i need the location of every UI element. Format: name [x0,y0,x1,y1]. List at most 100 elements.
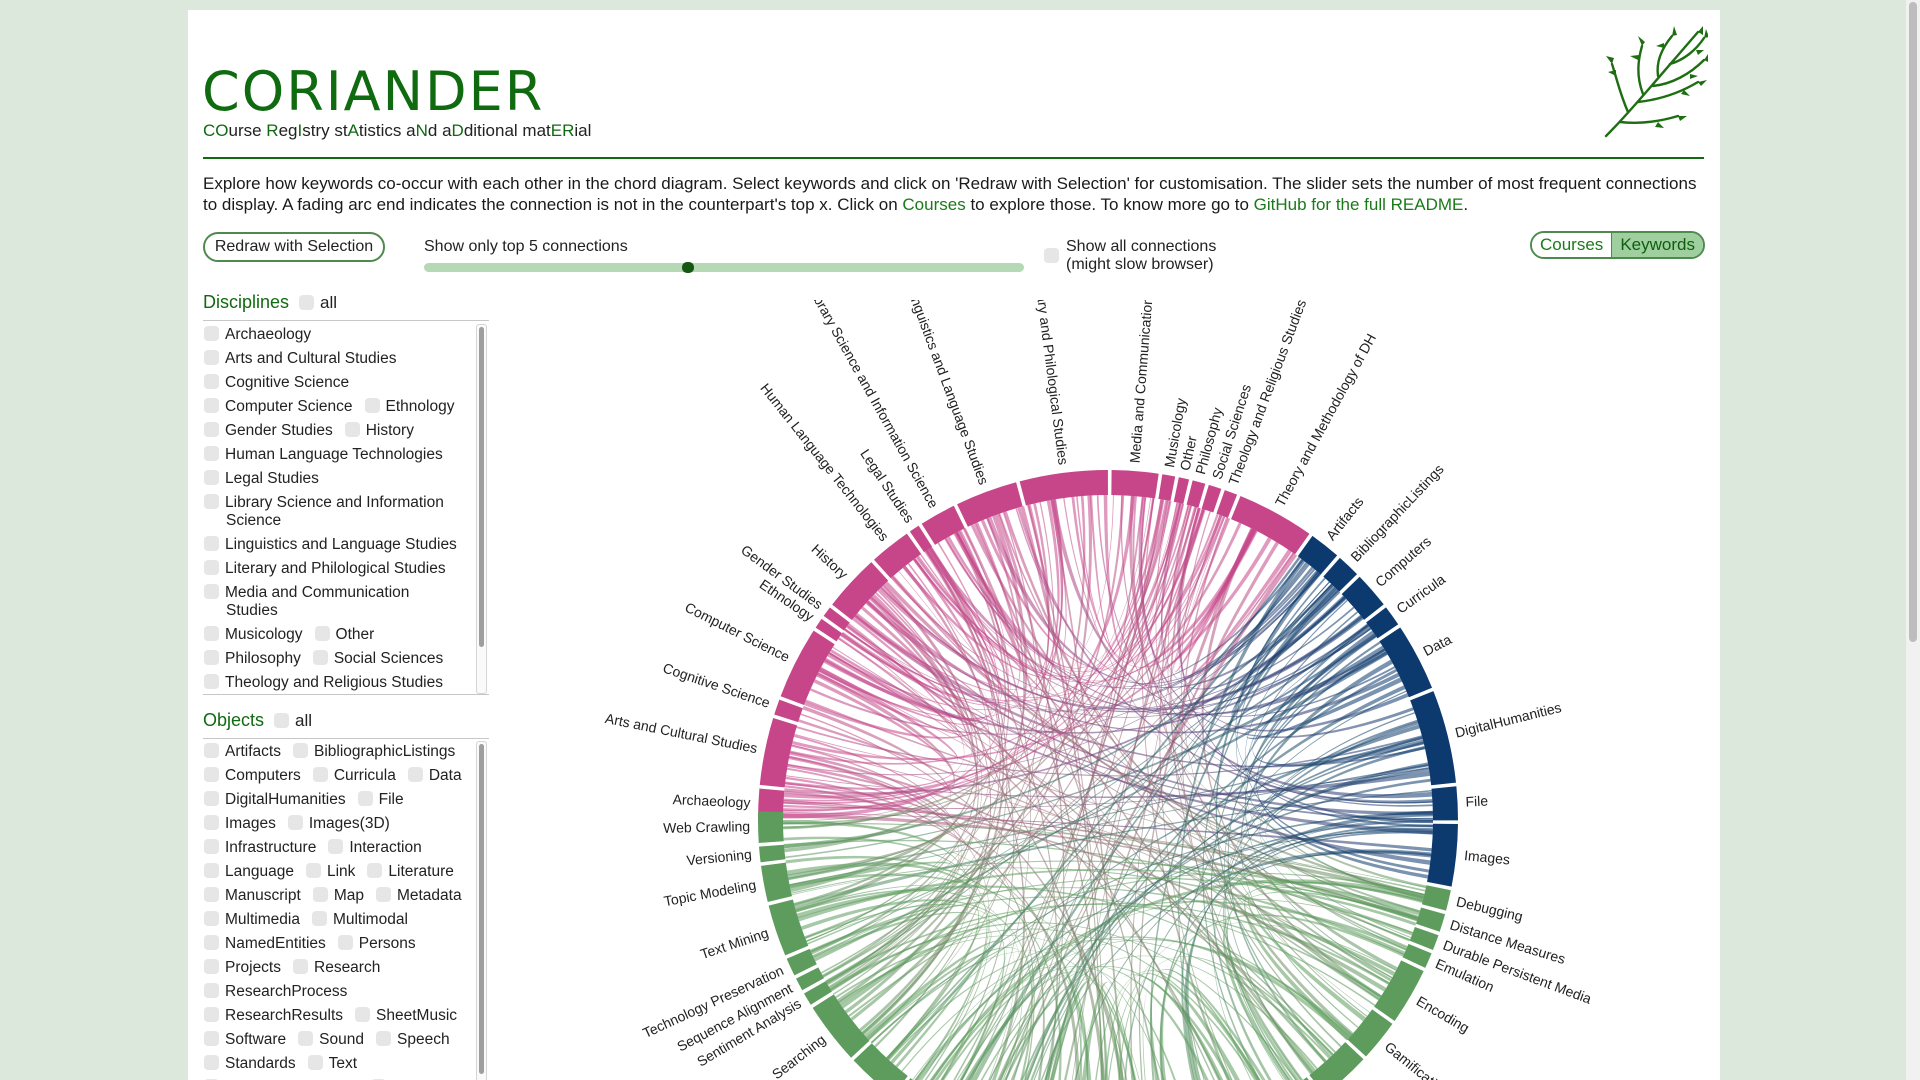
chord-group-arc[interactable] [1366,607,1399,639]
object-option[interactable]: File [357,791,404,808]
object-checkbox[interactable] [337,935,353,950]
object-option[interactable]: Computers [204,767,301,784]
discipline-checkbox[interactable] [204,626,219,641]
object-option[interactable]: Literature [367,863,454,880]
object-checkbox[interactable] [204,839,219,854]
discipline-option[interactable]: Social Sciences [312,650,443,667]
chord-group-arc[interactable] [1427,823,1458,887]
courses-link[interactable]: Courses [902,195,966,214]
discipline-checkbox[interactable] [204,674,219,689]
chord-group-arc[interactable] [1231,496,1310,555]
chord-group-label[interactable]: Cognitive Science [661,660,772,711]
discipline-option[interactable]: Archaeology [204,326,311,343]
discipline-option[interactable]: Cognitive Science [204,374,349,391]
chord-ribbon[interactable] [1170,507,1313,1074]
discipline-option[interactable]: Human Language Technologies [204,446,443,463]
object-option[interactable]: DigitalHumanities [204,791,346,808]
chord-group-label[interactable]: Topic Modeling [663,876,758,909]
object-option[interactable]: Text [307,1055,357,1072]
chord-group-arc[interactable] [1379,627,1433,698]
chord-group-arc[interactable] [759,844,786,863]
object-option[interactable]: Multimedia [204,911,300,928]
chord-group-label[interactable]: Media and Communication Studies [1127,300,1160,464]
object-option[interactable]: Software [204,1031,286,1048]
chord-group-arc[interactable] [853,1043,908,1080]
chord-ribbon[interactable] [854,612,1426,768]
object-checkbox[interactable] [204,887,219,902]
object-option[interactable]: Curricula [312,767,396,784]
discipline-checkbox[interactable] [364,398,380,413]
chord-ribbon[interactable] [1155,500,1354,1036]
chord-group-arc[interactable] [1374,960,1424,1021]
toggle-courses[interactable]: Courses [1532,233,1613,257]
chord-group-arc[interactable] [815,618,842,642]
object-checkbox[interactable] [293,959,308,974]
object-option[interactable]: Speech [376,1031,450,1048]
object-option[interactable]: Infrastructure [204,839,316,856]
chord-group-label[interactable]: File [1465,793,1489,810]
chord-group-arc[interactable] [1297,535,1338,575]
show-all-checkbox[interactable] [1044,248,1059,263]
chord-group-arc[interactable] [1341,576,1384,620]
chord-group-arc[interactable] [812,994,870,1058]
object-checkbox[interactable] [204,911,219,926]
object-option[interactable]: Research [293,959,380,976]
object-option[interactable]: Map [312,887,364,904]
chord-group-arc[interactable] [832,562,889,620]
chord-ribbon[interactable] [886,583,1333,1060]
object-option[interactable]: SheetMusic [355,1007,457,1024]
chord-ribbon[interactable] [1247,886,1418,1022]
chord-group-arc[interactable] [1173,477,1190,504]
chord-group-label[interactable]: History [808,541,851,582]
top-connections-slider[interactable] [424,262,1024,273]
object-checkbox[interactable] [357,791,373,806]
object-checkbox[interactable] [204,863,219,878]
chord-group-arc[interactable] [1186,480,1206,508]
chord-group-arc[interactable] [1402,943,1432,968]
discipline-checkbox[interactable] [204,326,219,341]
chord-group-arc[interactable] [1421,885,1451,911]
chord-group-arc[interactable] [1309,1042,1364,1080]
chord-group-arc[interactable] [804,981,832,1005]
chord-ribbon[interactable] [783,672,955,825]
chord-group-arc[interactable] [921,505,965,545]
chord-ribbon[interactable] [1223,641,1381,1075]
chord-group-arc[interactable] [1431,786,1458,821]
object-option[interactable]: Artifacts [204,743,281,760]
chord-ribbon[interactable] [869,597,1026,1080]
toggle-keywords[interactable]: Keywords [1612,233,1703,257]
chord-group-label[interactable]: Text Mining [698,925,770,963]
object-option[interactable]: NamedEntities [204,935,326,952]
discipline-option[interactable]: Computer Science [204,398,353,415]
discipline-checkbox[interactable] [204,446,219,461]
chord-group-label[interactable]: DigitalHumanities [1453,699,1563,741]
chord-ribbon[interactable] [914,898,1414,1080]
chord-group-arc[interactable] [1244,1077,1322,1080]
chord-group-arc[interactable] [957,482,1023,527]
chord-ribbon[interactable] [789,764,1429,886]
chord-ribbon[interactable] [1132,496,1398,971]
object-option[interactable]: Sound [298,1031,364,1048]
chord-group-label[interactable]: Literary and Philological Studies [1030,300,1071,466]
chord-group-arc[interactable] [759,718,798,788]
redraw-button[interactable]: Redraw with Selection [203,232,385,262]
discipline-checkbox[interactable] [204,584,219,599]
chord-group-arc[interactable] [1323,557,1358,592]
chord-ribbon[interactable] [1245,625,1403,740]
discipline-checkbox[interactable] [204,470,219,485]
chord-group-label[interactable]: Web Crawling [663,818,750,836]
discipline-checkbox[interactable] [204,422,219,437]
discipline-checkbox[interactable] [204,398,219,413]
chord-group-label[interactable]: Images [1463,847,1510,868]
objects-scrollbar[interactable] [476,741,487,1080]
discipline-option[interactable]: Library Science and Information Science [204,494,444,529]
disciplines-scroll-thumb[interactable] [479,327,484,647]
object-checkbox[interactable] [204,935,219,950]
object-option[interactable]: Metadata [375,887,462,904]
chord-group-arc[interactable] [1201,484,1222,513]
chord-group-arc[interactable] [761,862,793,903]
objects-all-checkbox[interactable] [274,713,290,728]
object-checkbox[interactable] [204,1007,219,1022]
object-checkbox[interactable] [204,815,219,830]
chord-ribbon[interactable] [905,565,1314,1074]
